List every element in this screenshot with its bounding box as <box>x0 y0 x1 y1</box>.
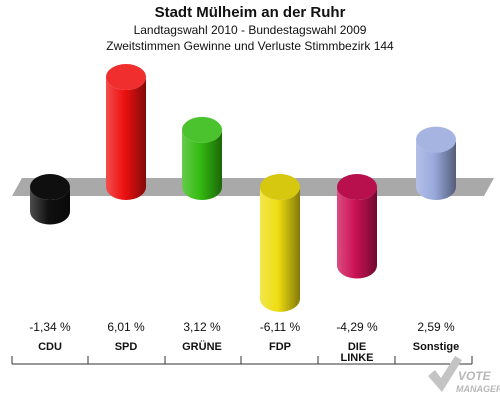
bar-sonstige <box>416 126 457 200</box>
value-label: 2,59 % <box>417 320 455 334</box>
value-label: 3,12 % <box>183 320 221 334</box>
chart-subtitle-1: Landtagswahl 2010 - Bundestagswahl 2009 <box>134 23 367 37</box>
checkmark-icon <box>428 356 462 392</box>
svg-text:MANAGER: MANAGER <box>456 384 500 394</box>
value-labels-group: -1,34 % 6,01 % 3,12 % -6,11 % -4,29 % 2,59 % <box>29 320 455 334</box>
bars-group <box>30 64 457 312</box>
bar-grüne <box>182 116 222 200</box>
category-label: SPD <box>115 341 138 353</box>
value-label: 6,01 % <box>107 320 145 334</box>
bar-die-linke <box>337 174 377 279</box>
category-axis <box>11 356 473 365</box>
vote-manager-logo: VOTE MANAGER <box>428 356 500 394</box>
category-label: CDU <box>38 341 62 353</box>
category-label: GRÜNE <box>182 340 222 353</box>
bar-cdu <box>30 174 70 225</box>
value-label: -1,34 % <box>29 320 71 334</box>
value-label: -6,11 % <box>260 320 301 334</box>
chart-subtitle-2: Zweitstimmen Gewinne und Verluste Stimmb… <box>106 39 394 53</box>
category-label: FDP <box>269 341 291 353</box>
bar-fdp <box>260 174 300 312</box>
category-label: DIE LINKE <box>341 341 374 364</box>
value-label: -4,29 % <box>336 320 378 334</box>
chart-title: Stadt Mülheim an der Ruhr <box>155 4 346 21</box>
category-labels-group: CDU SPD GRÜNE FDP DIE LINKE Sonstige <box>38 340 459 364</box>
svg-text:VOTE: VOTE <box>458 369 492 383</box>
category-label: Sonstige <box>413 341 459 353</box>
bar-spd <box>106 64 146 200</box>
